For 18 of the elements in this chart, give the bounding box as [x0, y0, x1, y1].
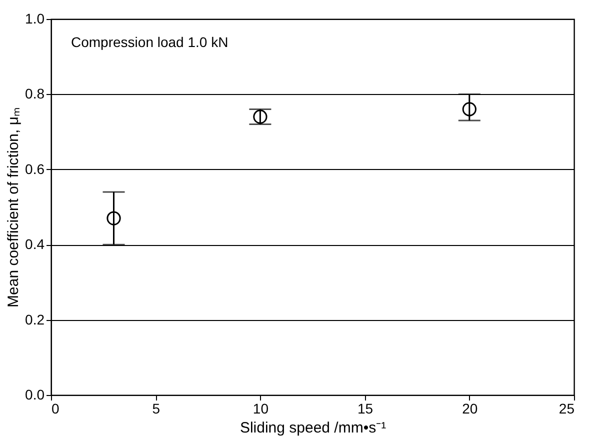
y-tick-label: 0.2	[25, 311, 45, 328]
x-tick-label: 0	[52, 400, 60, 416]
x-tick-label: 5	[152, 400, 160, 416]
x-tick-label: 25	[558, 400, 575, 416]
point	[106, 211, 121, 226]
y-tick-label: 1.0	[25, 10, 45, 26]
y-tick-label: 0.8	[25, 86, 45, 102]
y-tick-label: 0.6	[25, 160, 45, 177]
point	[253, 110, 268, 124]
y-tick-label: 0.0	[25, 386, 45, 402]
x-axis-title: Sliding speed /mm•s⁻¹	[240, 420, 386, 436]
annotation: Compression load 1.0 kN	[71, 34, 228, 50]
x-tick-label: 10	[252, 400, 269, 416]
point	[462, 102, 476, 116]
y-tick-label: 0.4	[25, 236, 45, 252]
x-tick-label: 20	[462, 400, 478, 416]
x-tick-label: 15	[358, 400, 374, 416]
y-axis-title: Mean coefficient of friction, μₘ	[5, 108, 22, 308]
